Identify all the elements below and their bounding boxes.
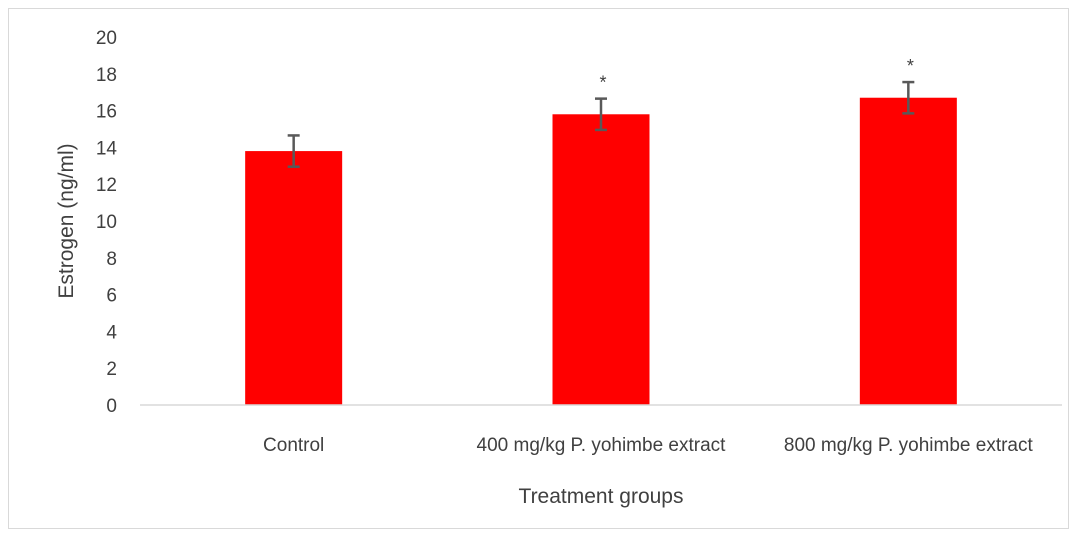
x-tick-label: 800 mg/kg P. yohimbe extract xyxy=(784,435,1034,456)
y-tick-label: 18 xyxy=(96,65,117,86)
bars-group xyxy=(245,97,957,405)
error-bar xyxy=(595,97,607,132)
error-bar xyxy=(287,134,300,168)
x-axis-title: Treatment groups xyxy=(519,485,684,508)
bar xyxy=(552,114,650,405)
y-tick-label: 8 xyxy=(106,249,117,270)
error-bars-group xyxy=(287,80,915,168)
significance-markers: ** xyxy=(599,56,913,93)
y-tick-label: 6 xyxy=(106,286,117,307)
y-axis-ticks: 0 2 4 6 8 10 12 14 16 18 20 xyxy=(96,28,118,417)
y-tick-label: 14 xyxy=(96,138,118,159)
y-tick-label: 4 xyxy=(106,322,117,343)
y-axis-title: Estrogen (ng/ml) xyxy=(55,143,78,298)
y-tick-label: 0 xyxy=(106,396,117,417)
y-tick-label: 20 xyxy=(96,28,117,49)
bar xyxy=(245,151,343,405)
y-tick-label: 16 xyxy=(96,102,117,123)
y-tick-label: 10 xyxy=(96,212,117,233)
x-tick-label: Control xyxy=(263,435,324,456)
x-tick-label: 400 mg/kg P. yohimbe extract xyxy=(477,435,727,456)
x-axis-ticks: Control 400 mg/kg P. yohimbe extract 800 m… xyxy=(263,435,1033,456)
y-tick-label: 2 xyxy=(106,359,117,380)
y-tick-label: 12 xyxy=(96,175,117,196)
significance-asterisk: * xyxy=(907,56,914,76)
significance-asterisk: * xyxy=(599,73,606,93)
error-bar xyxy=(902,80,915,115)
bar xyxy=(859,97,957,405)
